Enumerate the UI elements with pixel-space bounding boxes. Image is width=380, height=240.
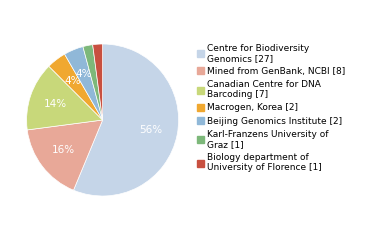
Text: 56%: 56%	[139, 125, 163, 135]
Wedge shape	[83, 45, 103, 120]
Text: 4%: 4%	[64, 76, 81, 86]
Wedge shape	[27, 120, 103, 190]
Text: 16%: 16%	[52, 145, 75, 155]
Wedge shape	[65, 47, 103, 120]
Wedge shape	[73, 44, 179, 196]
Wedge shape	[49, 54, 103, 120]
Wedge shape	[27, 66, 103, 130]
Text: 4%: 4%	[76, 69, 92, 79]
Wedge shape	[93, 44, 103, 120]
Text: 14%: 14%	[44, 99, 67, 109]
Legend: Centre for Biodiversity
Genomics [27], Mined from GenBank, NCBI [8], Canadian Ce: Centre for Biodiversity Genomics [27], M…	[193, 40, 349, 176]
